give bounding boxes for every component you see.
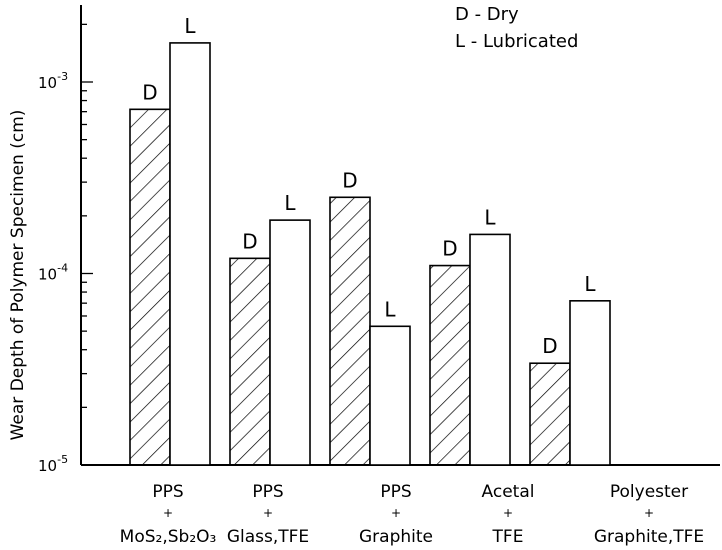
x-tick-label: PPS [380,482,411,502]
bar-label-dry: D [442,237,457,261]
bar-dry-5 [529,362,571,466]
bar-lubricated-3 [369,325,411,466]
legend-entry: L - Lubricated [455,31,578,52]
bar-lubricated-5 [569,300,611,466]
bar-dry-1 [129,108,171,466]
x-tick-labels: PPS + MoS₂,Sb₂O₃ PPS + Glass,TFE PPS + Graphite A… [120,482,704,547]
x-tick-label-components: Graphite [359,527,433,547]
bar-dry-4 [429,264,471,466]
x-tick-label: PPS [152,482,183,502]
x-tick-label-components: Graphite,TFE [594,527,704,547]
bar-label-dry: D [142,80,157,104]
bar-label-dry: D [542,334,557,358]
x-tick-label-plus: + [163,506,173,520]
bar-label-dry: D [342,168,357,192]
x-tick-label-components: Glass,TFE [227,527,309,547]
y-axis-label: Wear Depth of Polymer Specimen (cm) [8,110,28,441]
bar-lubricated-4 [469,233,511,466]
bar-lubricated-1 [169,42,211,466]
y-tick-label: 10-4 [38,262,68,284]
x-tick-label-components: TFE [492,527,524,547]
bar-label-lubricated: L [584,272,596,296]
legend-entry: D - Dry [455,4,519,25]
y-tick-label: 10-3 [38,70,68,92]
legend: D - Dry L - Lubricated [455,4,578,52]
bars: D L D L D L D L D L [129,14,611,466]
x-tick-label-components: MoS₂,Sb₂O₃ [120,527,217,547]
x-tick-label: PPS [252,482,283,502]
bar-label-lubricated: L [484,205,496,229]
x-tick-label-plus: + [503,506,513,520]
x-tick-label-plus: + [263,506,273,520]
x-tick-label-plus: + [644,506,654,520]
x-tick-label-plus: + [391,506,401,520]
x-tick-label: Polyester [610,482,688,502]
bar-dry-2 [229,257,271,466]
bar-lubricated-2 [269,219,311,466]
bar-label-dry: D [242,229,257,253]
bar-label-lubricated: L [284,191,296,215]
x-tick-label: Acetal [482,482,535,502]
bar-label-lubricated: L [384,297,396,321]
bar-label-lubricated: L [184,14,196,38]
bar-dry-3 [329,196,371,466]
y-tick-label: 10-5 [38,453,68,475]
